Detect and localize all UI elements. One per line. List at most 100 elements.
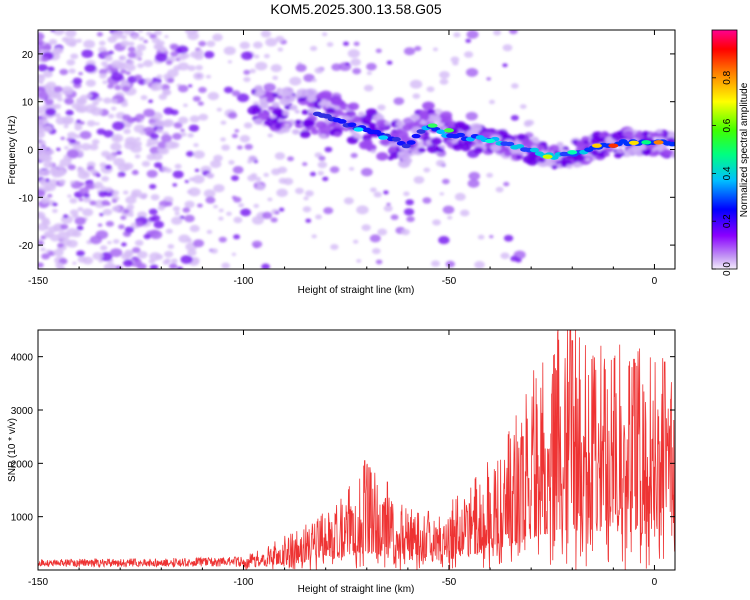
noise-blob [111, 30, 123, 39]
noise-blob [101, 61, 108, 67]
noise-blob [67, 194, 72, 198]
ridge-blob [266, 117, 273, 122]
core-blob [391, 137, 401, 142]
noise-blob [141, 160, 151, 167]
ridge-blob [251, 106, 262, 114]
noise-blob [39, 178, 47, 184]
noise-blob [519, 104, 527, 109]
hot-spot [427, 123, 438, 128]
noise-blob [169, 263, 178, 269]
noise-blob [186, 189, 193, 194]
ridge-blob [616, 130, 624, 135]
noise-blob [111, 199, 118, 203]
ridge-blob [304, 119, 316, 127]
noise-blob [157, 146, 167, 154]
noise-blob [206, 229, 213, 234]
ridge-blob [430, 137, 442, 146]
noise-blob [45, 81, 57, 89]
noise-blob [172, 170, 184, 179]
ridge-blob [294, 123, 302, 128]
ridge-blob [551, 164, 558, 170]
noise-blob [38, 106, 45, 115]
noise-blob [187, 133, 194, 138]
noise-blob [231, 252, 237, 256]
noise-blob [143, 108, 155, 118]
spectrogram-ylabel: Frequency (Hz) [7, 116, 18, 185]
noise-blob [178, 234, 191, 243]
noise-blob [117, 173, 123, 178]
noise-blob [240, 208, 252, 217]
noise-blob [98, 259, 104, 263]
noise-blob [128, 41, 135, 46]
noise-blob [101, 175, 110, 182]
ridge-blob [279, 97, 292, 106]
ridge-blob [517, 133, 526, 140]
noise-blob [64, 97, 74, 105]
noise-blob [500, 252, 510, 260]
noise-blob [270, 64, 282, 73]
noise-blob [311, 234, 317, 239]
noise-blob [193, 30, 199, 33]
noise-blob [403, 47, 416, 56]
ridge-blob [613, 152, 623, 159]
noise-blob [474, 260, 485, 269]
noise-blob [38, 240, 44, 246]
noise-blob [43, 70, 53, 78]
noise-blob [46, 149, 55, 155]
noise-blob [143, 59, 154, 68]
noise-blob [198, 86, 207, 94]
noise-blob [239, 41, 251, 50]
noise-blob [356, 205, 369, 215]
hot-spot [653, 140, 664, 145]
noise-blob [44, 98, 54, 106]
noise-blob [120, 101, 129, 107]
ridge-blob [272, 93, 279, 98]
noise-blob [68, 68, 76, 74]
noise-blob [93, 181, 104, 189]
snr-axes: -150 -100 -50 0 1000 2000 3000 4000 [11, 330, 675, 588]
hot-spot [641, 140, 652, 145]
noise-blob [183, 103, 188, 108]
spectrogram-xtick-label: -50 [442, 276, 457, 287]
noise-blob [38, 124, 44, 132]
ridge-blob [395, 120, 405, 127]
hot-spot [485, 138, 496, 144]
page-title: KOM5.2025.300.13.58.G05 [270, 1, 441, 17]
noise-blob [253, 244, 259, 249]
noise-blob [233, 216, 243, 224]
hot-spot [542, 154, 553, 159]
noise-blob [323, 207, 334, 215]
noise-blob [83, 39, 96, 49]
noise-blob [223, 86, 234, 94]
noise-blob [103, 97, 112, 104]
ridge-blob [277, 95, 283, 100]
ridge-blob [368, 123, 377, 130]
noise-blob [277, 47, 284, 52]
noise-blob [369, 187, 377, 193]
noise-blob [465, 111, 478, 121]
ridge-blob [642, 149, 651, 155]
noise-blob [153, 162, 163, 169]
ridge-blob [310, 129, 320, 135]
core-blob [406, 140, 416, 145]
noise-blob [236, 145, 243, 150]
noise-blob [89, 200, 97, 206]
noise-blob [350, 58, 362, 66]
colorbar-ticks: 0.0 0.2 0.4 0.6 0.8 [712, 70, 733, 276]
noise-blob [150, 122, 156, 127]
noise-blob [86, 93, 93, 98]
colorbar-tick-label: 0.4 [722, 166, 733, 180]
ridge-blob [358, 140, 372, 150]
noise-blob [116, 150, 122, 155]
noise-blob [82, 196, 92, 203]
noise-blob [107, 83, 114, 89]
noise-blob [157, 205, 165, 211]
ridge-blob [275, 112, 283, 118]
noise-blob [255, 61, 268, 71]
noise-blob [221, 262, 231, 269]
ridge-blob [333, 131, 342, 137]
noise-blob [329, 166, 340, 174]
ridge-blob [666, 149, 674, 155]
hot-spot [353, 127, 364, 132]
noise-blob [431, 260, 440, 267]
